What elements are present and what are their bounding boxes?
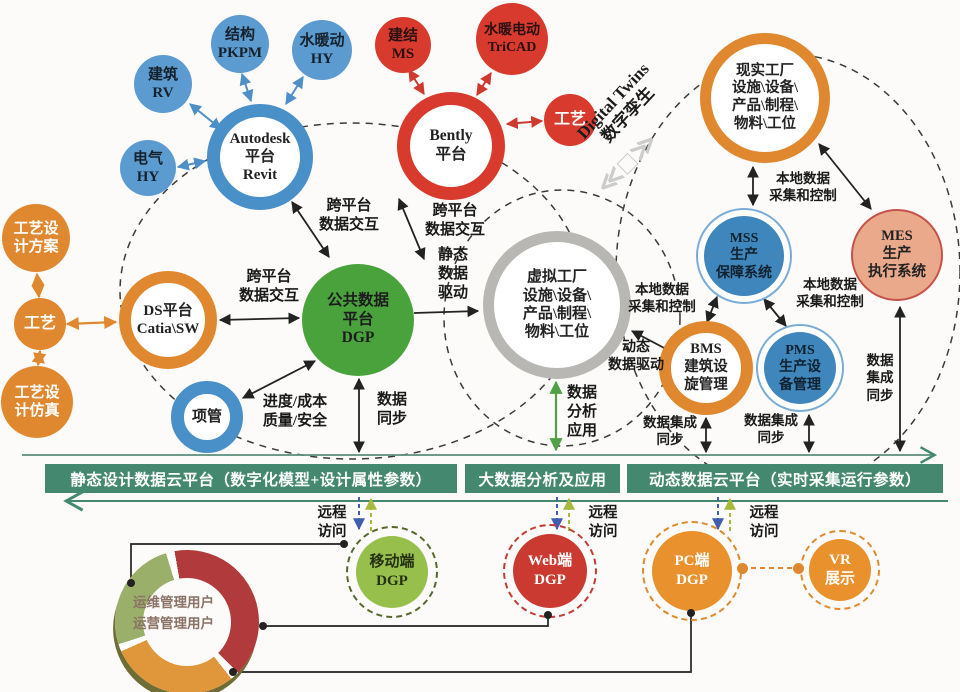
label-integration-sync-1: 数据集成 同步	[643, 415, 697, 448]
node-web-dgp: Web端 DGP	[503, 524, 597, 618]
node-gongyi-fangzhen: 工艺设 计仿真	[1, 366, 73, 438]
label-local-collect-1: 本地数据 采集和控制	[769, 171, 837, 204]
node-jianzhu-rv: 建筑 RV	[134, 55, 192, 113]
node-bms: BMS 建筑设 旋管理	[659, 321, 753, 415]
node-xiangguan: 项管	[171, 381, 243, 453]
node-mobile-dgp-label: 移动端 DGP	[356, 536, 428, 608]
connector-dot	[229, 668, 237, 676]
connector-dot	[687, 609, 695, 617]
blue-arrows	[176, 72, 304, 171]
red-arrows	[408, 68, 544, 130]
node-jiegou-pkpm: 结构 PKPM	[211, 15, 269, 73]
label-cross-platform-ds: 跨平台 数据交互	[238, 269, 299, 305]
node-vr-label: VR 展示	[809, 539, 871, 601]
node-web-dgp-label: Web端 DGP	[513, 534, 587, 608]
node-bently: Bently 平台	[397, 92, 505, 200]
node-vr: VR 展示	[800, 530, 880, 610]
node-gongyi-right: 工艺	[544, 94, 596, 146]
node-pms-label: PMS 生产设 备管理	[764, 332, 836, 404]
node-autodesk-revit: Autodesk 平台 Revit	[207, 104, 313, 210]
node-mss: MSS 生产 保障系统	[696, 208, 792, 304]
donut-center-label: 运维管理用户 运营管理用户	[133, 595, 214, 631]
label-integration-sync-vertical: 数据 集成 同步	[866, 353, 894, 403]
black-arrows	[218, 143, 906, 454]
banner-dynamic-cloud: 动态数据云平台（实时采集运行参数）	[627, 464, 943, 493]
orange-arrows	[31, 272, 118, 367]
node-dianqi-hy: 电气 HY	[120, 140, 176, 196]
connector-dot	[127, 579, 135, 587]
label-dynamic-drive: 动态 数据驱动	[608, 340, 664, 373]
remote-access-arrows	[353, 497, 736, 531]
node-dgp: 公共数据 平台 DGP	[302, 264, 414, 376]
label-remote-access-2: 远程 访问	[588, 505, 618, 540]
label-remote-access-3: 远程 访问	[749, 505, 779, 540]
node-virtual-factory: 虚拟工厂 设施\设备\ 产品\制程\ 物料\工位	[483, 231, 631, 379]
node-mes: MES 生产 执行系统	[851, 209, 943, 301]
label-data-analysis: 数据 分析 应用	[566, 385, 597, 440]
label-static-drive: 静态 数据 驱动	[437, 247, 468, 302]
node-pms: PMS 生产设 备管理	[756, 324, 844, 412]
node-real-factory: 现实工厂 设施\设备\ 产品\制程\ 物料\工位	[700, 33, 830, 163]
label-cross-platform-revit: 跨平台 数据交互	[318, 198, 379, 234]
banner-bigdata: 大数据分析及应用	[465, 464, 620, 493]
label-remote-access-1: 远程 访问	[317, 505, 347, 540]
connector-dot	[259, 622, 267, 630]
node-gongyi-left: 工艺	[14, 298, 66, 350]
node-mobile-dgp: 移动端 DGP	[346, 526, 438, 618]
node-ds-catia: DS平台 Catia\SW	[119, 271, 217, 369]
node-pc-dgp-label: PC端 DGP	[652, 531, 732, 611]
virtual-group-ellipse	[443, 189, 681, 447]
connector-dot	[544, 611, 552, 619]
label-cross-platform-bently: 跨平台 数据交互	[424, 203, 485, 239]
node-jianjie-ms: 建结 MS	[375, 17, 431, 73]
label-data-sync: 数据 同步	[376, 392, 407, 428]
node-shuinuandong-hy: 水暖动 HY	[292, 20, 352, 80]
label-progress-cost: 进度/成本 质量/安全	[262, 394, 328, 430]
user-connectors	[130, 543, 692, 673]
node-gongyi-fangan: 工艺设 计方案	[2, 204, 70, 272]
node-tricad: 水暖电动 TriCAD	[476, 3, 548, 75]
label-integration-sync-2: 数据集成 同步	[744, 413, 798, 446]
node-pc-dgp: PC端 DGP	[642, 521, 742, 621]
connector-dot	[340, 540, 348, 548]
node-mss-label: MSS 生产 保障系统	[704, 216, 784, 296]
pc-vr-dot	[737, 563, 748, 574]
label-local-collect-2: 本地数据 采集和控制	[796, 277, 864, 310]
banner-static-cloud: 静态设计数据云平台（数字化模型+设计属性参数）	[45, 464, 457, 493]
label-local-collect-3: 本地数据 采集和控制	[628, 282, 696, 315]
pc-vr-dot	[793, 563, 804, 574]
